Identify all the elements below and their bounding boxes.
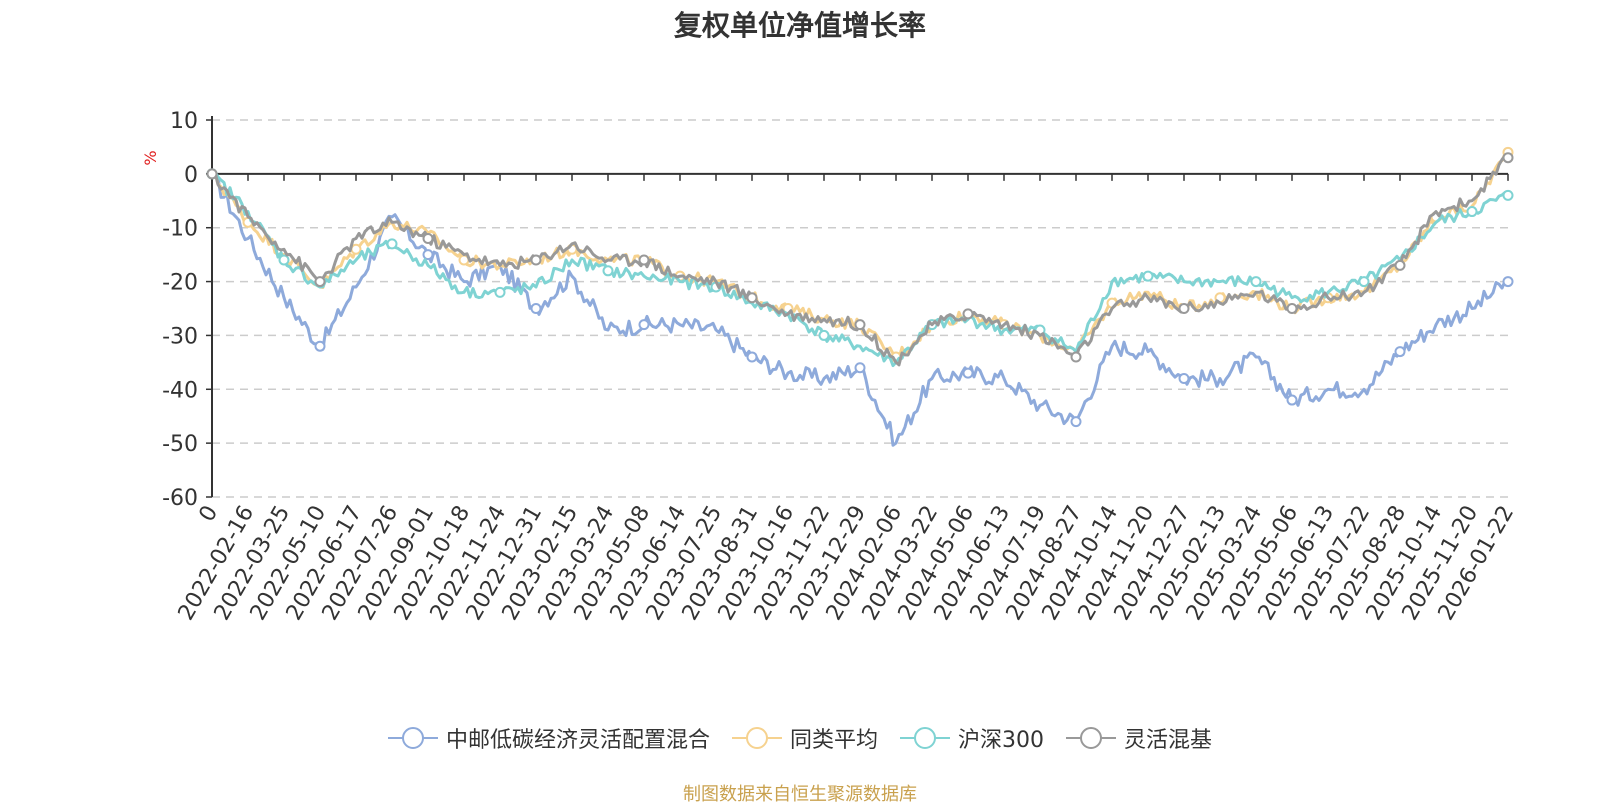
data-point [278,254,290,266]
data-point [314,276,326,288]
data-point [1394,346,1406,358]
y-tick-label: 10 [170,109,198,134]
data-point [854,362,866,374]
legend-label: 中邮低碳经济灵活配置混合 [445,728,710,753]
data-point [1142,270,1154,282]
data-point [494,286,506,298]
y-tick-label: -40 [162,378,198,403]
data-point [350,243,362,255]
data-point [1502,152,1514,164]
data-point [530,254,542,266]
data-point [962,308,974,320]
y-tick-label: -60 [162,486,198,511]
y-axis-label: % [141,150,160,165]
data-point [530,303,542,314]
legend-item[interactable]: 中邮低碳经济灵活配置混合 [387,722,710,754]
data-point [746,351,758,363]
legend-item[interactable]: 同类平均 [731,722,878,754]
series-line [211,171,1509,447]
legend-label: 灵活混基 [1124,728,1213,753]
data-point [1394,259,1406,271]
y-tick-label: -30 [162,324,198,349]
data-point [1286,394,1298,406]
data-point [1466,206,1478,218]
legend-label: 同类平均 [789,728,878,753]
tick-labels: 100-10-20-30-40-50-60%02022-02-162022-03… [141,109,1519,625]
legend-swatch [1066,727,1116,749]
data-point [1502,189,1514,201]
grid-lines [212,119,1508,498]
data-point [962,367,974,379]
data-point [638,254,650,266]
data-point [1070,351,1082,363]
y-tick-label: -10 [162,217,198,242]
y-tick-label: -50 [162,432,198,457]
data-point [638,319,650,331]
legend: 中邮低碳经济灵活配置混合 同类平均 沪深300 灵活混基 [0,722,1600,754]
legend-label: 沪深300 [958,728,1044,753]
source-note: 制图数据来自恒生聚源数据库 [683,784,917,805]
data-point [818,329,830,341]
series-lines [206,146,1514,447]
data-point [422,232,434,244]
data-point [1286,303,1298,314]
data-point [422,249,434,261]
series-line [211,154,1509,367]
legend-swatch [731,727,782,749]
data-point [602,265,614,277]
data-point [1070,416,1082,428]
y-tick-label: 0 [184,163,198,188]
series-line [211,170,1510,368]
legend-swatch [387,727,438,749]
data-point [1250,276,1262,288]
data-point [1178,303,1190,314]
data-point [386,238,398,250]
data-point [206,168,218,180]
data-point [1178,373,1190,385]
legend-swatch [900,727,950,749]
data-point [314,340,326,352]
data-point [1358,276,1370,288]
legend-item[interactable]: 灵活混基 [1066,722,1212,754]
data-point [1502,276,1514,288]
chart-title: 复权单位净值增长率 [673,9,926,42]
data-point [746,292,758,304]
data-point [854,319,866,331]
y-tick-label: -20 [162,271,198,296]
axes [206,116,1509,498]
legend-item[interactable]: 沪深300 [900,722,1044,754]
x-tick-label: 0 [195,502,224,527]
